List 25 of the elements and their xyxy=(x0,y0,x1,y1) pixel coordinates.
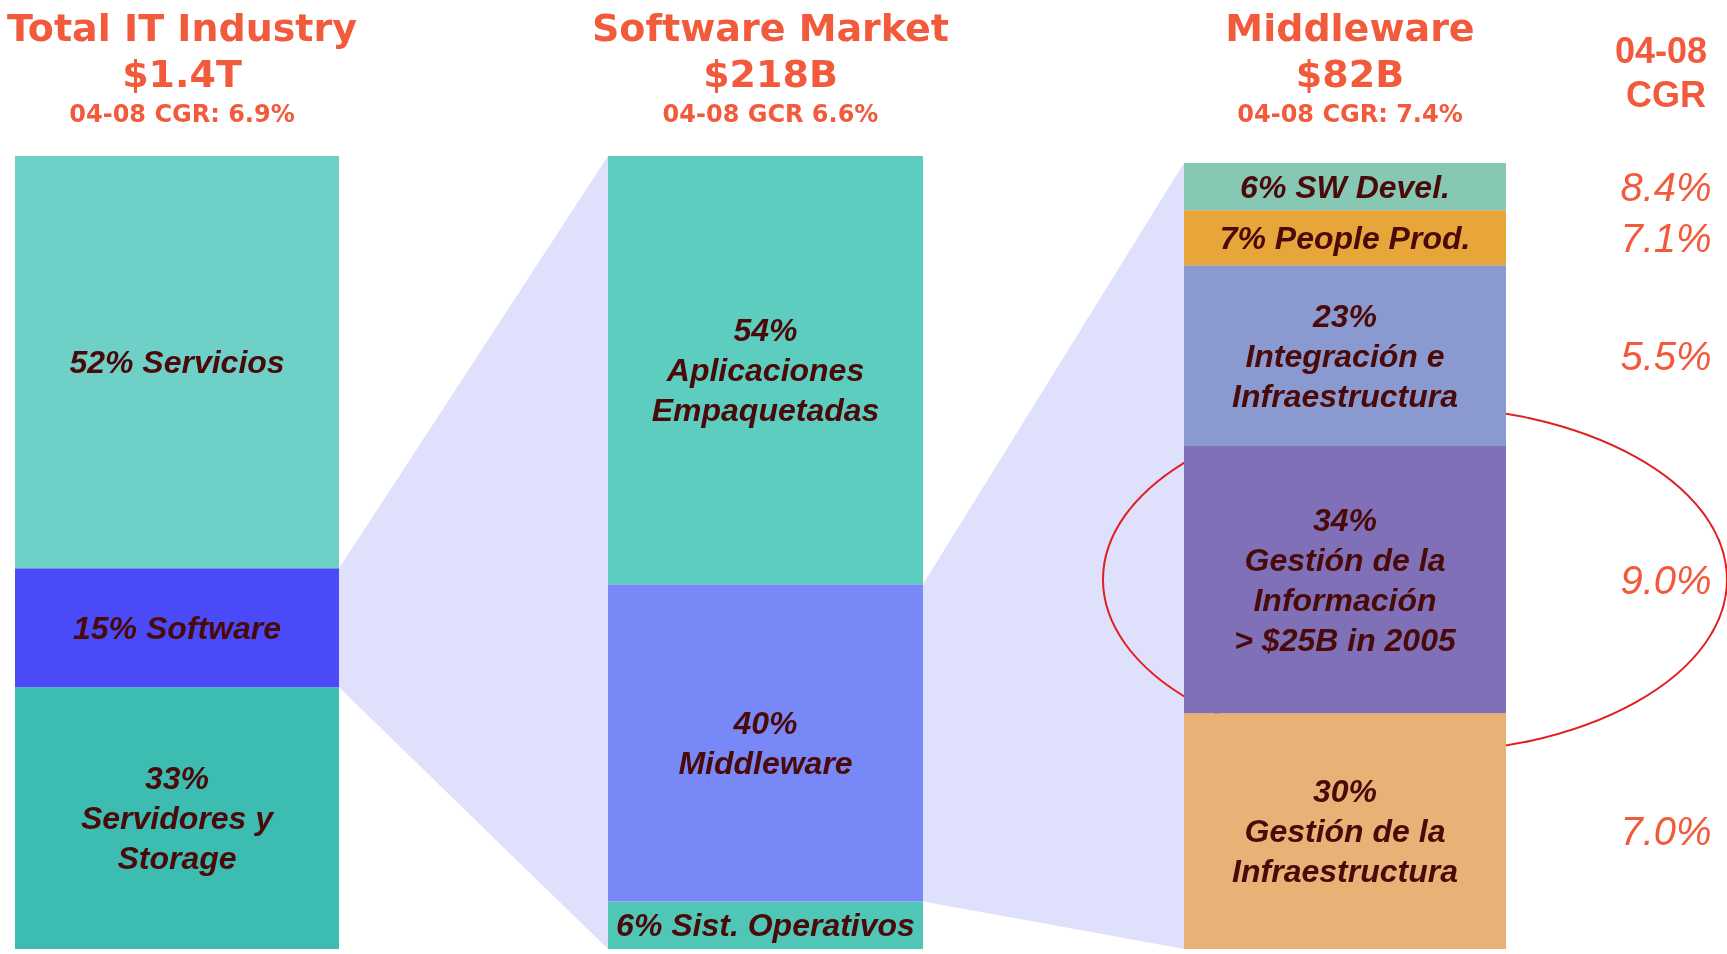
chart-title: Total IT Industry xyxy=(6,6,358,50)
chart-subtitle: $218B 04-08 GCR 6.6% xyxy=(662,52,879,128)
data-label: 6% Sist. Operativos xyxy=(616,907,915,944)
data-label: 52% Servicios xyxy=(69,344,285,381)
text: 5.5% xyxy=(1620,333,1712,378)
chart-title: Middleware xyxy=(1225,6,1475,50)
bar xyxy=(1184,265,1506,446)
data-label: 34% Gestión de la Información > $25B in 2005 xyxy=(1234,501,1457,658)
chart-subtitle: $82B 04-08 CGR: 7.4% xyxy=(1237,52,1463,128)
text: 9.0% xyxy=(1620,557,1712,602)
data-label: 30% Gestión de la Infraestructura xyxy=(1232,773,1458,890)
data-label: 15% Software xyxy=(72,609,282,646)
data-label: 7% People Prod. xyxy=(1219,219,1471,256)
chart-title: Software Market xyxy=(591,6,950,50)
data-label: 23% Integración e Infraestructura xyxy=(1232,297,1458,414)
text: 8.4% xyxy=(1620,164,1712,209)
data-label: 54% Aplicaciones Empaquetadas xyxy=(651,312,880,429)
chart-subtitle: $1.4T 04-08 CGR: 6.9% xyxy=(69,52,295,128)
data-label: 6% SW Devel. xyxy=(1240,168,1450,205)
text: 04-08 CGR xyxy=(1614,29,1718,115)
data-label: 33% Servidores y Storage xyxy=(80,760,276,877)
text: 7.1% xyxy=(1620,215,1712,260)
bar xyxy=(1184,713,1506,949)
data-label: 40% Middleware xyxy=(678,704,853,781)
text: 7.0% xyxy=(1620,809,1712,854)
